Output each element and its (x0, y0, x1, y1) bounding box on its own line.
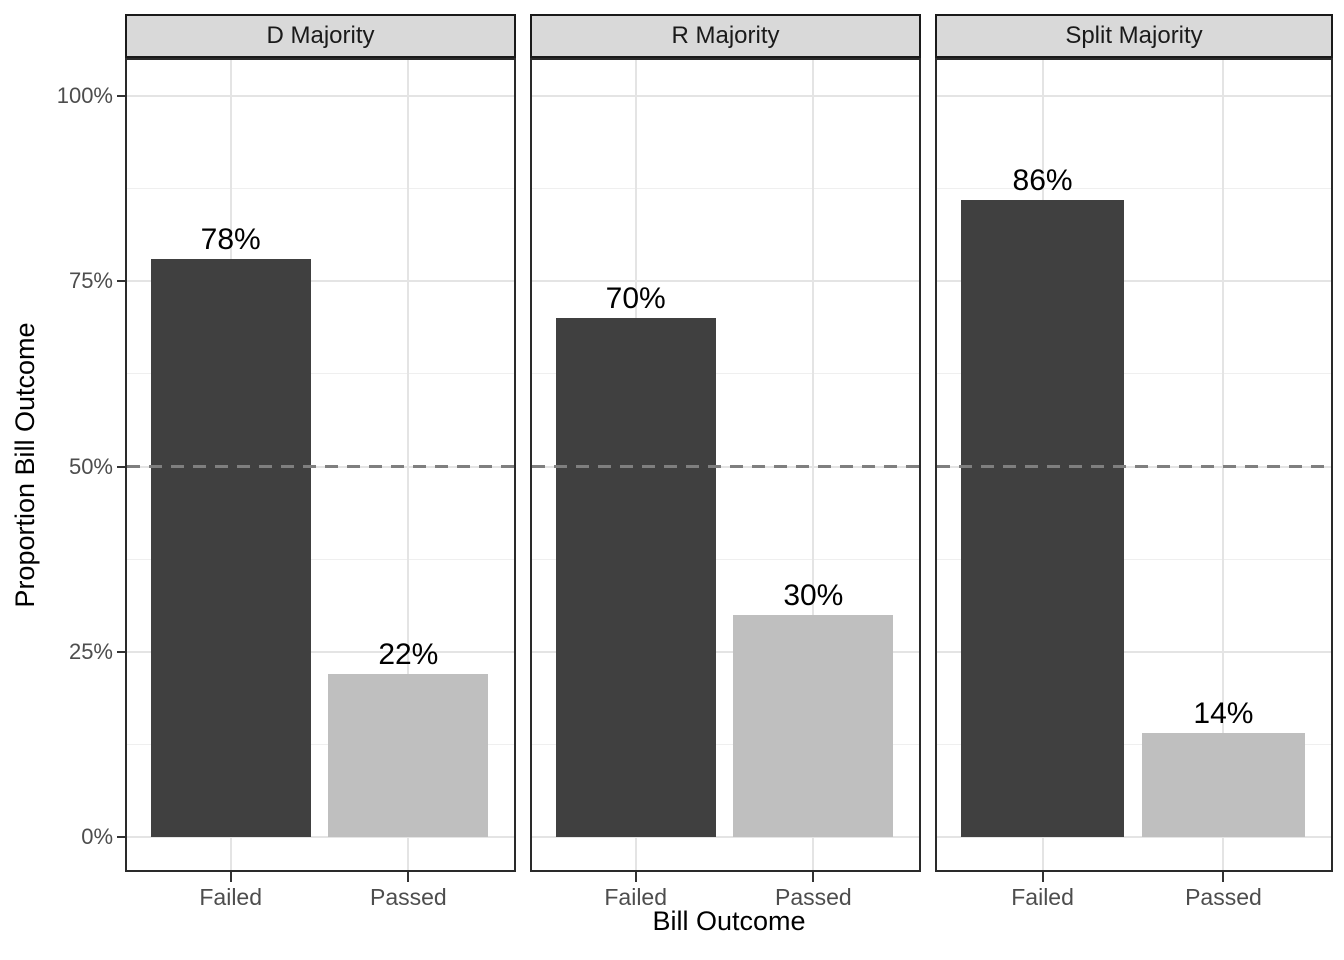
y-tick-label-100: 100% (56, 83, 113, 108)
facet-panel-r-majority: 70% 30% (530, 58, 921, 872)
x-tick-mark (1222, 872, 1225, 882)
gridline-minor-horizontal (532, 743, 919, 745)
reference-line-50pct (127, 465, 514, 468)
gridline-minor-horizontal (127, 373, 514, 375)
facet-strip-label: R Majority (671, 22, 780, 49)
gridline-minor-horizontal (937, 373, 1331, 375)
x-tick-mark (407, 872, 410, 882)
x-tick-label-failed: Failed (1011, 884, 1074, 910)
reference-line-50pct (937, 465, 1331, 468)
gridline-minor-horizontal (127, 743, 514, 745)
gridline-major-horizontal (937, 836, 1331, 838)
bar-passed (328, 673, 489, 837)
x-tick-mark (812, 872, 815, 882)
y-tick-mark (117, 836, 125, 838)
bar-failed (961, 199, 1125, 837)
gridline-minor-horizontal (937, 188, 1331, 190)
gridline-major-horizontal (937, 95, 1331, 97)
bar-value-label: 30% (783, 578, 844, 612)
gridline-minor-horizontal (127, 188, 514, 190)
y-tick-label-0: 0% (81, 824, 113, 849)
gridline-major-horizontal (127, 95, 514, 97)
y-tick-mark (117, 650, 125, 653)
gridline-minor-horizontal (937, 558, 1331, 560)
gridline-major-horizontal (127, 836, 514, 838)
x-tick-label-passed: Passed (774, 884, 852, 910)
y-tick-mark (117, 280, 125, 283)
y-tick-label-75: 75% (68, 268, 113, 294)
y-tick-label-50: 50% (68, 453, 113, 479)
bar-failed (555, 318, 716, 837)
x-tick-mark (229, 872, 232, 882)
bar-value-label: 14% (1193, 697, 1254, 731)
x-tick-mark (634, 872, 637, 882)
y-tick-mark (117, 465, 125, 468)
gridline-major-horizontal (127, 650, 514, 653)
bar-value-label: 78% (200, 223, 261, 257)
x-tick-label-failed: Failed (199, 884, 263, 910)
facet-strip-d-majority: D Majority (125, 14, 516, 58)
gridline-major-horizontal (532, 95, 919, 97)
x-tick-label-passed: Passed (1185, 884, 1262, 910)
facet-panel-d-majority: 78% 22% (125, 58, 516, 872)
bar-value-label: 22% (378, 637, 439, 671)
y-tick-label-25: 25% (68, 638, 113, 664)
y-tick-mark (117, 95, 125, 97)
gridline-minor-horizontal (127, 558, 514, 560)
facet-panel-split-majority: 86% 14% (935, 58, 1333, 872)
bar-value-label: 86% (1012, 163, 1073, 197)
gridline-minor-horizontal (532, 558, 919, 560)
gridline-major-horizontal (937, 650, 1331, 653)
gridline-minor-horizontal (532, 188, 919, 190)
gridline-major-horizontal (532, 280, 919, 283)
gridline-minor-horizontal (937, 743, 1331, 745)
bar-passed (733, 614, 894, 837)
x-axis-title: Bill Outcome (652, 906, 806, 936)
gridline-major-horizontal (127, 280, 514, 283)
bar-passed (1141, 733, 1305, 837)
reference-line-50pct (532, 465, 919, 468)
x-tick-mark (1041, 872, 1044, 882)
bar-value-label: 70% (605, 282, 666, 316)
gridline-major-horizontal (937, 280, 1331, 283)
x-tick-label-failed: Failed (604, 884, 668, 910)
x-tick-label-passed: Passed (369, 884, 447, 910)
facet-strip-label: Split Majority (1065, 22, 1203, 49)
facet-strip-r-majority: R Majority (530, 14, 921, 58)
gridline-major-horizontal (532, 650, 919, 653)
facet-strip-split-majority: Split Majority (935, 14, 1333, 58)
bar-failed (150, 259, 311, 837)
gridline-major-horizontal (532, 836, 919, 838)
facet-strip-label: D Majority (266, 22, 375, 49)
gridline-minor-horizontal (532, 373, 919, 375)
